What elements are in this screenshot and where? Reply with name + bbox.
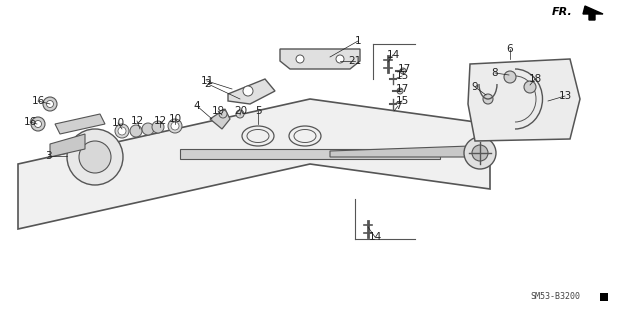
Polygon shape [210, 109, 230, 129]
Text: 8: 8 [492, 68, 499, 78]
Text: 21: 21 [348, 56, 362, 66]
Text: 12: 12 [131, 116, 143, 126]
Circle shape [236, 110, 244, 118]
Text: 9: 9 [472, 82, 478, 92]
Circle shape [35, 121, 42, 128]
Polygon shape [468, 59, 580, 141]
Circle shape [168, 119, 182, 133]
Text: 7: 7 [395, 101, 401, 111]
Circle shape [472, 145, 488, 161]
Circle shape [47, 100, 54, 108]
Polygon shape [55, 114, 105, 134]
Polygon shape [330, 146, 470, 157]
Text: 17: 17 [397, 64, 411, 74]
Text: 5: 5 [255, 106, 261, 116]
Text: 4: 4 [194, 101, 200, 111]
Text: 16: 16 [31, 96, 45, 106]
Text: 17: 17 [396, 84, 408, 94]
Polygon shape [280, 49, 360, 69]
Circle shape [504, 71, 516, 83]
Circle shape [130, 125, 142, 137]
Polygon shape [180, 149, 440, 159]
Text: 13: 13 [558, 91, 572, 101]
Text: SM53-B3200: SM53-B3200 [530, 292, 580, 301]
Text: 14: 14 [387, 50, 399, 60]
Text: 3: 3 [45, 151, 51, 161]
Circle shape [400, 68, 406, 74]
Circle shape [118, 127, 126, 135]
Circle shape [483, 94, 493, 104]
Text: 14: 14 [369, 232, 381, 242]
Circle shape [79, 141, 111, 173]
Circle shape [171, 122, 179, 130]
Bar [600, 293, 608, 301]
Polygon shape [228, 79, 275, 104]
Circle shape [296, 55, 304, 63]
Circle shape [464, 137, 496, 169]
Text: 1: 1 [355, 36, 362, 46]
Circle shape [243, 86, 253, 96]
Circle shape [524, 81, 536, 93]
Text: 15: 15 [396, 96, 408, 106]
Text: 11: 11 [200, 76, 214, 86]
Polygon shape [18, 99, 490, 229]
Text: 10: 10 [168, 114, 182, 124]
Text: 19: 19 [211, 106, 225, 116]
Circle shape [152, 121, 164, 133]
Text: FR.: FR. [552, 7, 573, 17]
Text: 10: 10 [111, 118, 125, 128]
Circle shape [67, 129, 123, 185]
Circle shape [115, 124, 129, 138]
Circle shape [142, 123, 154, 135]
Polygon shape [583, 6, 603, 20]
Circle shape [31, 117, 45, 131]
Text: 12: 12 [154, 116, 166, 126]
Text: 2: 2 [205, 79, 211, 89]
Text: 20: 20 [234, 106, 248, 116]
Circle shape [219, 110, 227, 118]
Text: 6: 6 [507, 44, 513, 54]
Text: 16: 16 [24, 117, 36, 127]
Text: 15: 15 [396, 71, 408, 81]
Circle shape [336, 55, 344, 63]
Polygon shape [50, 134, 85, 157]
Circle shape [43, 97, 57, 111]
Text: 18: 18 [529, 74, 541, 84]
Circle shape [397, 88, 403, 94]
